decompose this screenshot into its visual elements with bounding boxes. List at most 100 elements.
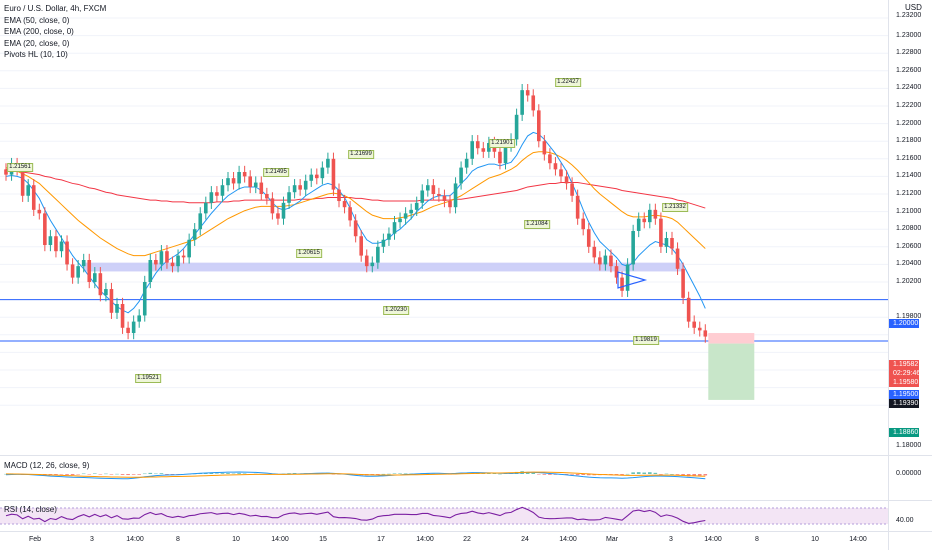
time-axis-label: 14:00: [849, 536, 867, 543]
candle-body: [703, 330, 708, 337]
price-axis-label: 1.22800: [896, 49, 922, 57]
time-axis-label: Mar: [605, 536, 619, 543]
candle-body: [459, 167, 463, 184]
pivot-label: 1.21901: [489, 139, 515, 148]
candle-body: [87, 260, 92, 282]
pivots-legend[interactable]: Pivots HL (10, 10): [4, 50, 68, 59]
macd-line: [5, 471, 706, 480]
price-axis-label: 1.21400: [896, 172, 922, 180]
candle-body: [636, 218, 641, 231]
time-axis-label: 14:00: [271, 536, 289, 543]
rsi-pane-separator[interactable]: [0, 500, 932, 501]
macd-histogram-bar: [376, 474, 380, 475]
time-axis-label: 3: [669, 536, 673, 543]
ema50-legend[interactable]: EMA (50, close, 0): [4, 15, 70, 25]
candle-body: [137, 315, 141, 322]
pivot-label: 1.21332: [662, 203, 688, 212]
candle-body: [326, 158, 330, 168]
candle-body: [514, 114, 519, 140]
candle-body: [31, 185, 36, 210]
macd-legend[interactable]: MACD (12, 26, close, 9): [4, 461, 90, 470]
candle-body: [686, 297, 691, 322]
candle-body: [675, 248, 680, 269]
candle-body: [320, 167, 325, 179]
ema200-line: [5, 168, 706, 209]
candle-body: [581, 218, 585, 230]
candle-body: [614, 266, 619, 278]
macd-histogram-bar: [531, 472, 536, 474]
macd-histogram-bar: [670, 474, 674, 475]
macd-pane-separator[interactable]: [0, 455, 932, 456]
time-axis-label: 10: [232, 536, 240, 543]
price-axis-border: [888, 0, 889, 550]
price-axis-label: 1.20400: [896, 260, 922, 268]
candle-body: [120, 304, 125, 328]
candle-body: [520, 90, 524, 115]
demand-zone: [83, 262, 684, 272]
candle-body: [553, 163, 558, 170]
candle-body: [481, 148, 486, 152]
candle-body: [442, 195, 447, 202]
pivot-label: 1.21495: [263, 168, 289, 177]
candle-body: [437, 194, 441, 196]
macd-histogram-bar: [120, 474, 125, 475]
time-axis-label: 24: [521, 536, 529, 543]
candle-body: [531, 95, 536, 111]
candle-body: [403, 213, 408, 219]
candle-body: [670, 238, 674, 249]
macd-histogram-bar: [215, 473, 219, 474]
candle-body: [270, 198, 275, 214]
macd-histogram-bar: [697, 474, 702, 476]
candle-body: [381, 239, 386, 247]
candle-body: [364, 255, 369, 267]
chart-legend: Euro / U.S. Dollar, 4h, FXCM EMA (50, cl…: [4, 3, 106, 61]
pivot-label: 1.21699: [348, 150, 374, 159]
pivot-label: 1.19521: [135, 374, 161, 383]
candle-body: [659, 218, 663, 247]
candle-body: [303, 180, 308, 190]
candle-body: [548, 154, 552, 164]
rsi-band: [0, 508, 888, 524]
candle-body: [93, 273, 97, 282]
ema200-legend[interactable]: EMA (200, close, 0): [4, 27, 74, 36]
candle-body: [453, 183, 458, 208]
price-axis-label: 1.21200: [896, 190, 922, 197]
pivot-label: 1.21561: [7, 163, 33, 172]
pivot-label: 1.19819: [633, 336, 659, 345]
price-axis-label: 1.22400: [896, 84, 922, 92]
macd-histogram-bar: [620, 474, 624, 476]
triangle-pattern: [617, 271, 648, 289]
macd-signal-line: [5, 471, 706, 478]
candle-body: [253, 182, 258, 187]
candle-body: [48, 236, 53, 246]
price-chart[interactable]: [0, 0, 888, 550]
candle-body: [337, 189, 341, 202]
pivot-label: 1.20230: [383, 306, 409, 315]
rsi-legend[interactable]: RSI (14, close): [4, 505, 57, 514]
candle-body: [181, 255, 186, 258]
price-axis-label: 1.21800: [896, 137, 922, 145]
macd-histogram-bar: [398, 473, 402, 474]
candle-body: [215, 192, 219, 196]
mark-price-tag: 1.19390: [889, 399, 919, 408]
symbol-title[interactable]: Euro / U.S. Dollar, 4h, FXCM: [4, 4, 107, 13]
ema20-legend[interactable]: EMA (20, close, 0): [4, 38, 70, 48]
macd-histogram-bar: [642, 472, 647, 474]
macd-histogram-bar: [70, 474, 75, 476]
macd-histogram-bar: [664, 473, 669, 475]
stop-price-tag: 1.19580: [889, 378, 919, 387]
macd-histogram-bar: [581, 474, 585, 475]
macd-histogram-bar: [659, 474, 663, 475]
macd-histogram-bar: [570, 474, 574, 475]
macd-histogram-bar: [137, 474, 141, 475]
candle-body: [692, 321, 696, 328]
macd-histogram-bar: [381, 473, 386, 475]
currency-label[interactable]: USD: [905, 3, 922, 12]
ema50-line: [5, 151, 706, 257]
candle-body: [292, 185, 297, 193]
macd-histogram-bar: [237, 473, 241, 474]
price-axis-label: 1.22200: [896, 102, 922, 109]
macd-histogram-bar: [226, 473, 230, 474]
macd-histogram-bar: [220, 473, 225, 474]
